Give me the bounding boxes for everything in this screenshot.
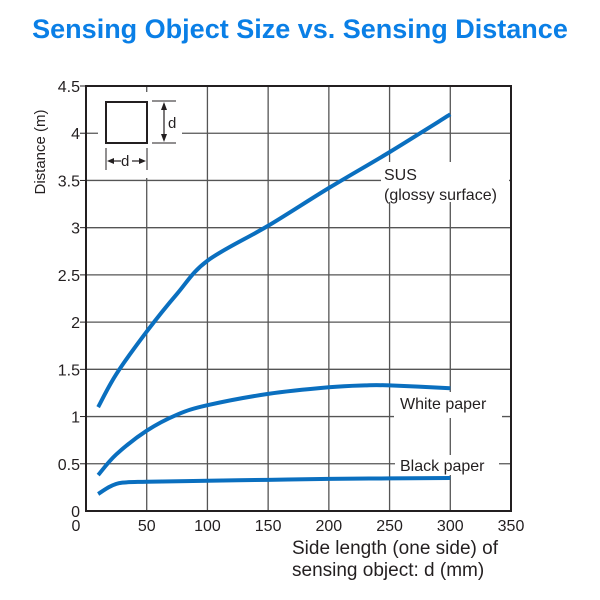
y-tick-label: 0.5 (58, 457, 80, 474)
y-tick-label: 1.5 (58, 362, 80, 379)
y-tick-label: 2.5 (58, 268, 80, 285)
y-axis-ticks: 0 0.5 1 1.5 2 2.5 3 3.5 4 4.5 (58, 79, 86, 521)
x-axis-label-line: Side length (one side) of (292, 538, 499, 559)
inset-width-label: d (121, 153, 129, 170)
arrow-up-icon (161, 102, 167, 110)
series-label: (glossy surface) (384, 187, 497, 204)
y-tick-label: 4.5 (58, 79, 80, 96)
series-label: White paper (400, 396, 487, 413)
x-tick-label: 350 (498, 518, 525, 535)
arrow-left-icon (107, 158, 114, 164)
chart-title: Sensing Object Size vs. Sensing Distance (32, 14, 568, 44)
x-tick-label: 50 (138, 518, 156, 535)
x-tick-label: 300 (437, 518, 464, 535)
arrow-down-icon (161, 134, 167, 142)
y-tick-label: 2 (71, 315, 80, 332)
arrow-right-icon (139, 158, 146, 164)
inset-square-diagram: d d (105, 100, 176, 170)
label-backgrounds (98, 92, 509, 475)
y-axis-label: Distance (m) (32, 109, 49, 194)
x-tick-label: 0 (72, 518, 81, 535)
x-axis-ticks: 0 50 100 150 200 250 300 350 (72, 518, 525, 535)
grid-lines (86, 86, 511, 511)
series-line-white-paper (96, 383, 451, 477)
plot-frame (85, 85, 512, 512)
series-labels: SUS (glossy surface) White paper Black pape… (384, 167, 497, 475)
series-line-black-paper (97, 475, 451, 496)
x-tick-label: 200 (316, 518, 343, 535)
x-tick-label: 100 (194, 518, 221, 535)
series-label: Black paper (400, 458, 485, 475)
y-tick-label: 4 (71, 126, 80, 143)
x-tick-label: 250 (376, 518, 403, 535)
inset-height-label: d (168, 115, 176, 132)
series-lines (96, 112, 452, 496)
square-icon (105, 101, 148, 144)
y-tick-label: 0 (71, 504, 80, 521)
y-tick-label: 1 (71, 410, 80, 427)
y-tick-label: 3.5 (58, 173, 80, 190)
series-label: SUS (384, 167, 417, 184)
x-tick-label: 150 (255, 518, 282, 535)
x-axis-label-line: sensing object: d (mm) (292, 560, 484, 581)
series-line-sus-glossy-surface (96, 112, 452, 409)
y-tick-label: 3 (71, 221, 80, 238)
